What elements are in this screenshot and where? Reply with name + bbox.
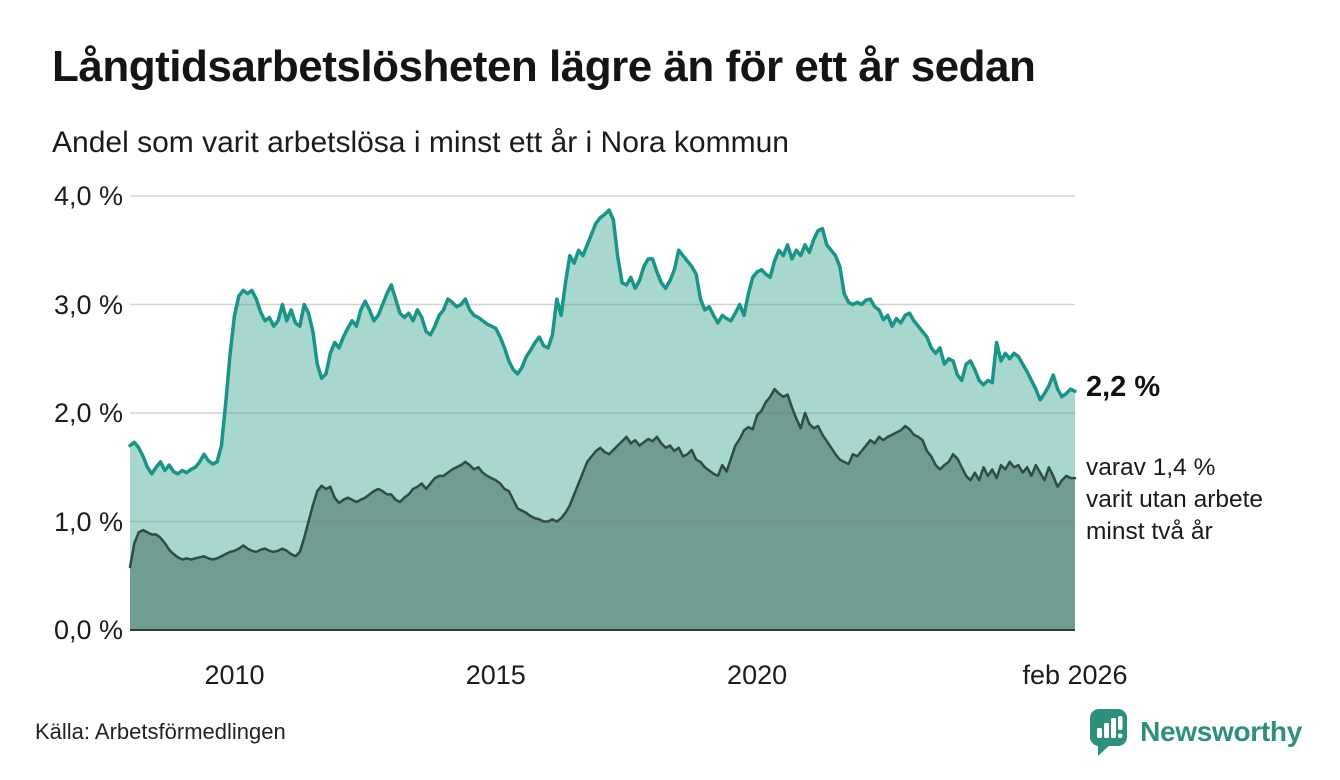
y-axis-tick-label: 0,0 % [53,615,123,645]
y-axis-tick-label: 1,0 % [53,506,123,537]
y-axis-labels: 0,0 % 1,0 % 2,0 % 3,0 % 4,0 % [0,0,123,780]
x-axis-tick-label: 2010 [204,660,265,690]
chart-subtitle: Andel som varit arbetslösa i minst ett å… [52,126,789,159]
y-axis-tick-label: 2,0 % [53,398,123,428]
newsworthy-logo: Newsworthy [1088,706,1302,758]
series-two-years-area [130,389,1075,630]
source-note: Källa: Arbetsförmedlingen [35,719,286,744]
logo-bar-2 [1104,723,1110,738]
latest-value-annotation: 2,2 % [1086,371,1161,404]
y-axis-tick-label: 4,0 % [53,181,123,211]
logo-bar-1 [1097,728,1103,738]
x-axis-tick-label: 2020 [727,660,788,690]
logo-exclamation-bar [1118,716,1123,730]
logo-bar-3 [1111,718,1117,738]
logo-bubble-tail [1098,741,1113,756]
newsworthy-logo-icon [1090,709,1128,756]
x-axis-tick-label: 2015 [465,660,526,690]
x-axis-tick-label: feb 2026 [1022,660,1128,690]
newsworthy-logo-text: Newsworthy [1140,716,1302,747]
y-axis-tick-label: 3,0 % [53,289,123,320]
secondary-annotation: varav 1,4 % varit utan arbete minst två … [1086,454,1264,546]
series-two-years-line [128,387,1077,569]
page-title: Långtidsarbetslösheten lägre än för ett … [52,42,1036,91]
logo-exclamation-dot [1118,733,1123,738]
gridlines [130,195,1075,523]
series-total-line [128,208,1077,476]
